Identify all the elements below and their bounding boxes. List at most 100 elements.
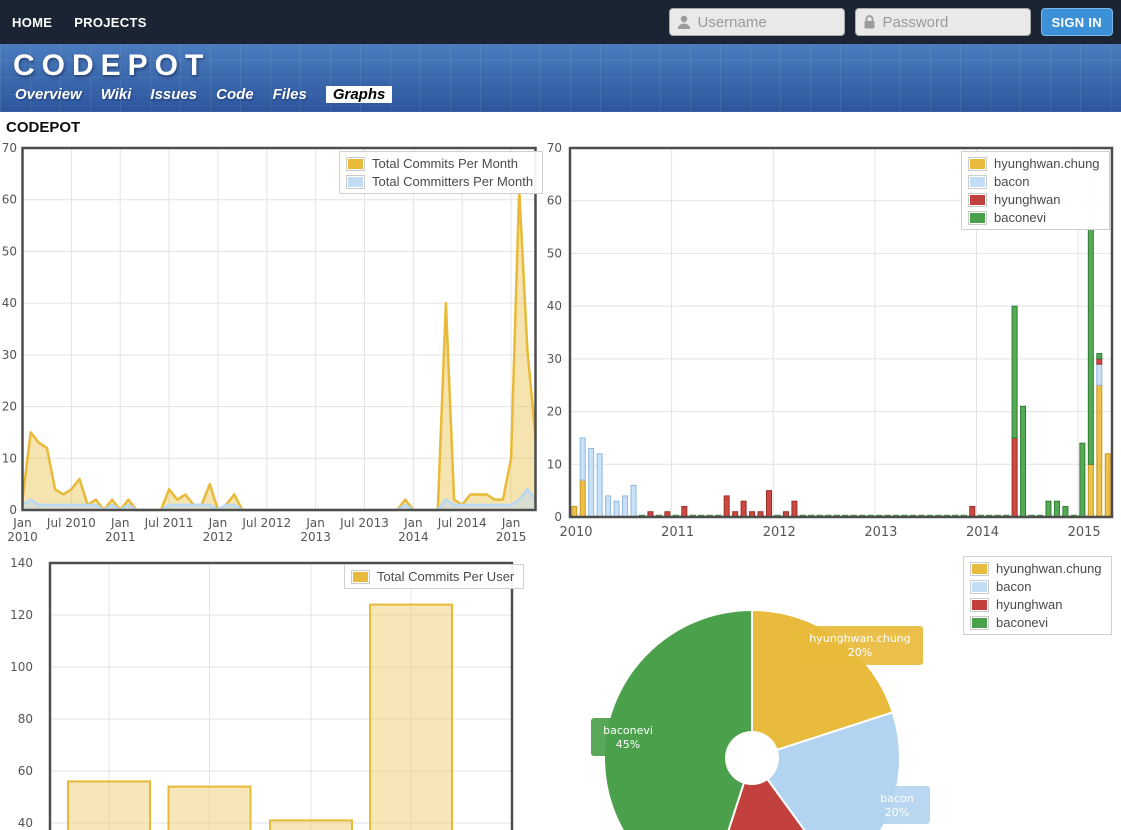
svg-text:2010: 2010	[559, 525, 592, 540]
svg-text:20: 20	[2, 400, 17, 414]
svg-text:Jul 2012: Jul 2012	[241, 516, 291, 530]
user-icon	[676, 14, 692, 30]
legend-label: hyunghwan.chung	[994, 156, 1100, 171]
legend-label: hyunghwan	[996, 597, 1063, 612]
sign-in-button[interactable]: SIGN IN	[1040, 8, 1113, 36]
svg-text:120: 120	[10, 608, 33, 622]
password-input[interactable]	[880, 12, 1024, 32]
svg-text:20%: 20%	[885, 806, 909, 819]
svg-text:Jan: Jan	[403, 516, 423, 530]
svg-text:2012: 2012	[763, 525, 796, 540]
password-field-wrap	[854, 8, 1031, 36]
svg-text:20%: 20%	[848, 646, 872, 659]
username-input[interactable]	[695, 12, 838, 32]
tab-issues[interactable]: Issues	[150, 86, 198, 103]
legend-item: hyunghwan	[970, 597, 1102, 612]
legend-label: Total Committers Per Month	[372, 174, 534, 189]
legend-item: hyunghwan.chung	[970, 561, 1102, 576]
svg-text:60: 60	[18, 764, 33, 778]
svg-text:2014: 2014	[398, 530, 429, 544]
svg-text:45%: 45%	[616, 738, 640, 751]
legend-swatch	[970, 615, 989, 630]
svg-text:2014: 2014	[966, 525, 999, 540]
legend-swatch	[970, 579, 989, 594]
home-link[interactable]: HOME	[12, 14, 53, 30]
svg-text:40: 40	[18, 816, 33, 830]
project-header: CODEPOT Overview Wiki Issues Code Files …	[0, 44, 1121, 112]
svg-text:2015: 2015	[1068, 525, 1101, 540]
page-title: CODEPOT	[6, 119, 81, 136]
svg-text:60: 60	[2, 193, 17, 207]
legend-swatch	[346, 174, 365, 189]
svg-text:2011: 2011	[105, 530, 136, 544]
topbar: HOME PROJECTS SIGN IN	[0, 0, 1121, 44]
legend-item: baconevi	[970, 615, 1102, 630]
legend-swatch	[970, 561, 989, 576]
svg-text:10: 10	[2, 451, 17, 465]
legend-swatch	[968, 174, 987, 189]
svg-text:50: 50	[2, 244, 17, 258]
legend-item: hyunghwan	[968, 192, 1100, 207]
legend-label: baconevi	[996, 615, 1049, 630]
tab-graphs[interactable]: Graphs	[325, 86, 393, 103]
legend-item: hyunghwan.chung	[968, 156, 1100, 171]
legend-item: baconevi	[968, 210, 1100, 225]
tab-files[interactable]: Files	[272, 86, 307, 103]
svg-text:80: 80	[18, 712, 33, 726]
svg-text:20: 20	[547, 405, 562, 419]
svg-text:30: 30	[2, 348, 17, 362]
commits-per-user-legend: Total Commits Per User	[344, 564, 525, 589]
lock-icon	[862, 14, 877, 30]
svg-text:2013: 2013	[864, 525, 897, 540]
commits-per-user-month-bar-chart: 0 10 20 30 40 50 60 70 2010 2011 2012 2013 2014 2015	[547, 141, 1114, 540]
tab-overview[interactable]: Overview	[15, 86, 82, 103]
svg-text:Jan: Jan	[12, 516, 32, 530]
legend-swatch	[970, 597, 989, 612]
svg-text:2013: 2013	[300, 530, 331, 544]
legend-item: Total Commits Per Month	[346, 156, 533, 171]
legend-label: hyunghwan.chung	[996, 561, 1102, 576]
topbar-links: HOME PROJECTS	[12, 0, 147, 44]
area-chart-legend: Total Commits Per Month Total Committers…	[339, 151, 544, 194]
projects-link[interactable]: PROJECTS	[74, 14, 147, 30]
svg-text:50: 50	[547, 246, 562, 260]
svg-text:2012: 2012	[203, 530, 234, 544]
svg-text:bacon: bacon	[880, 792, 914, 805]
project-nav: Overview Wiki Issues Code Files Graphs	[15, 86, 393, 103]
user-bar-chart-legend: hyunghwan.chung bacon hyunghwan baconevi	[961, 151, 1110, 230]
svg-text:Jul 2014: Jul 2014	[437, 516, 487, 530]
svg-text:140: 140	[10, 556, 33, 570]
svg-text:40: 40	[2, 296, 17, 310]
svg-text:60: 60	[547, 194, 562, 208]
svg-text:Jul 2011: Jul 2011	[144, 516, 194, 530]
svg-text:70: 70	[547, 141, 562, 155]
svg-text:2010: 2010	[7, 530, 38, 544]
svg-text:30: 30	[547, 352, 562, 366]
legend-label: Total Commits Per Month	[372, 156, 518, 171]
legend-swatch	[968, 156, 987, 171]
codepot-logo: CODEPOT	[13, 49, 211, 82]
legend-label: baconevi	[994, 210, 1047, 225]
svg-text:100: 100	[10, 660, 33, 674]
legend-swatch	[968, 192, 987, 207]
svg-text:Jan: Jan	[208, 516, 228, 530]
svg-text:2015: 2015	[496, 530, 527, 544]
tab-code[interactable]: Code	[216, 86, 254, 103]
svg-text:10: 10	[547, 457, 562, 471]
svg-text:70: 70	[2, 141, 17, 155]
svg-text:Jul 2010: Jul 2010	[46, 516, 96, 530]
username-field-wrap	[668, 8, 845, 36]
legend-swatch	[968, 210, 987, 225]
legend-item: bacon	[970, 579, 1102, 594]
svg-text:Jan: Jan	[501, 516, 521, 530]
legend-item: Total Commits Per User	[351, 569, 514, 584]
svg-text:Jan: Jan	[110, 516, 130, 530]
legend-item: Total Committers Per Month	[346, 174, 533, 189]
legend-label: Total Commits Per User	[377, 569, 515, 584]
svg-text:40: 40	[547, 299, 562, 313]
tab-wiki[interactable]: Wiki	[100, 86, 132, 103]
svg-text:baconevi: baconevi	[603, 724, 653, 737]
svg-text:0: 0	[9, 503, 17, 517]
